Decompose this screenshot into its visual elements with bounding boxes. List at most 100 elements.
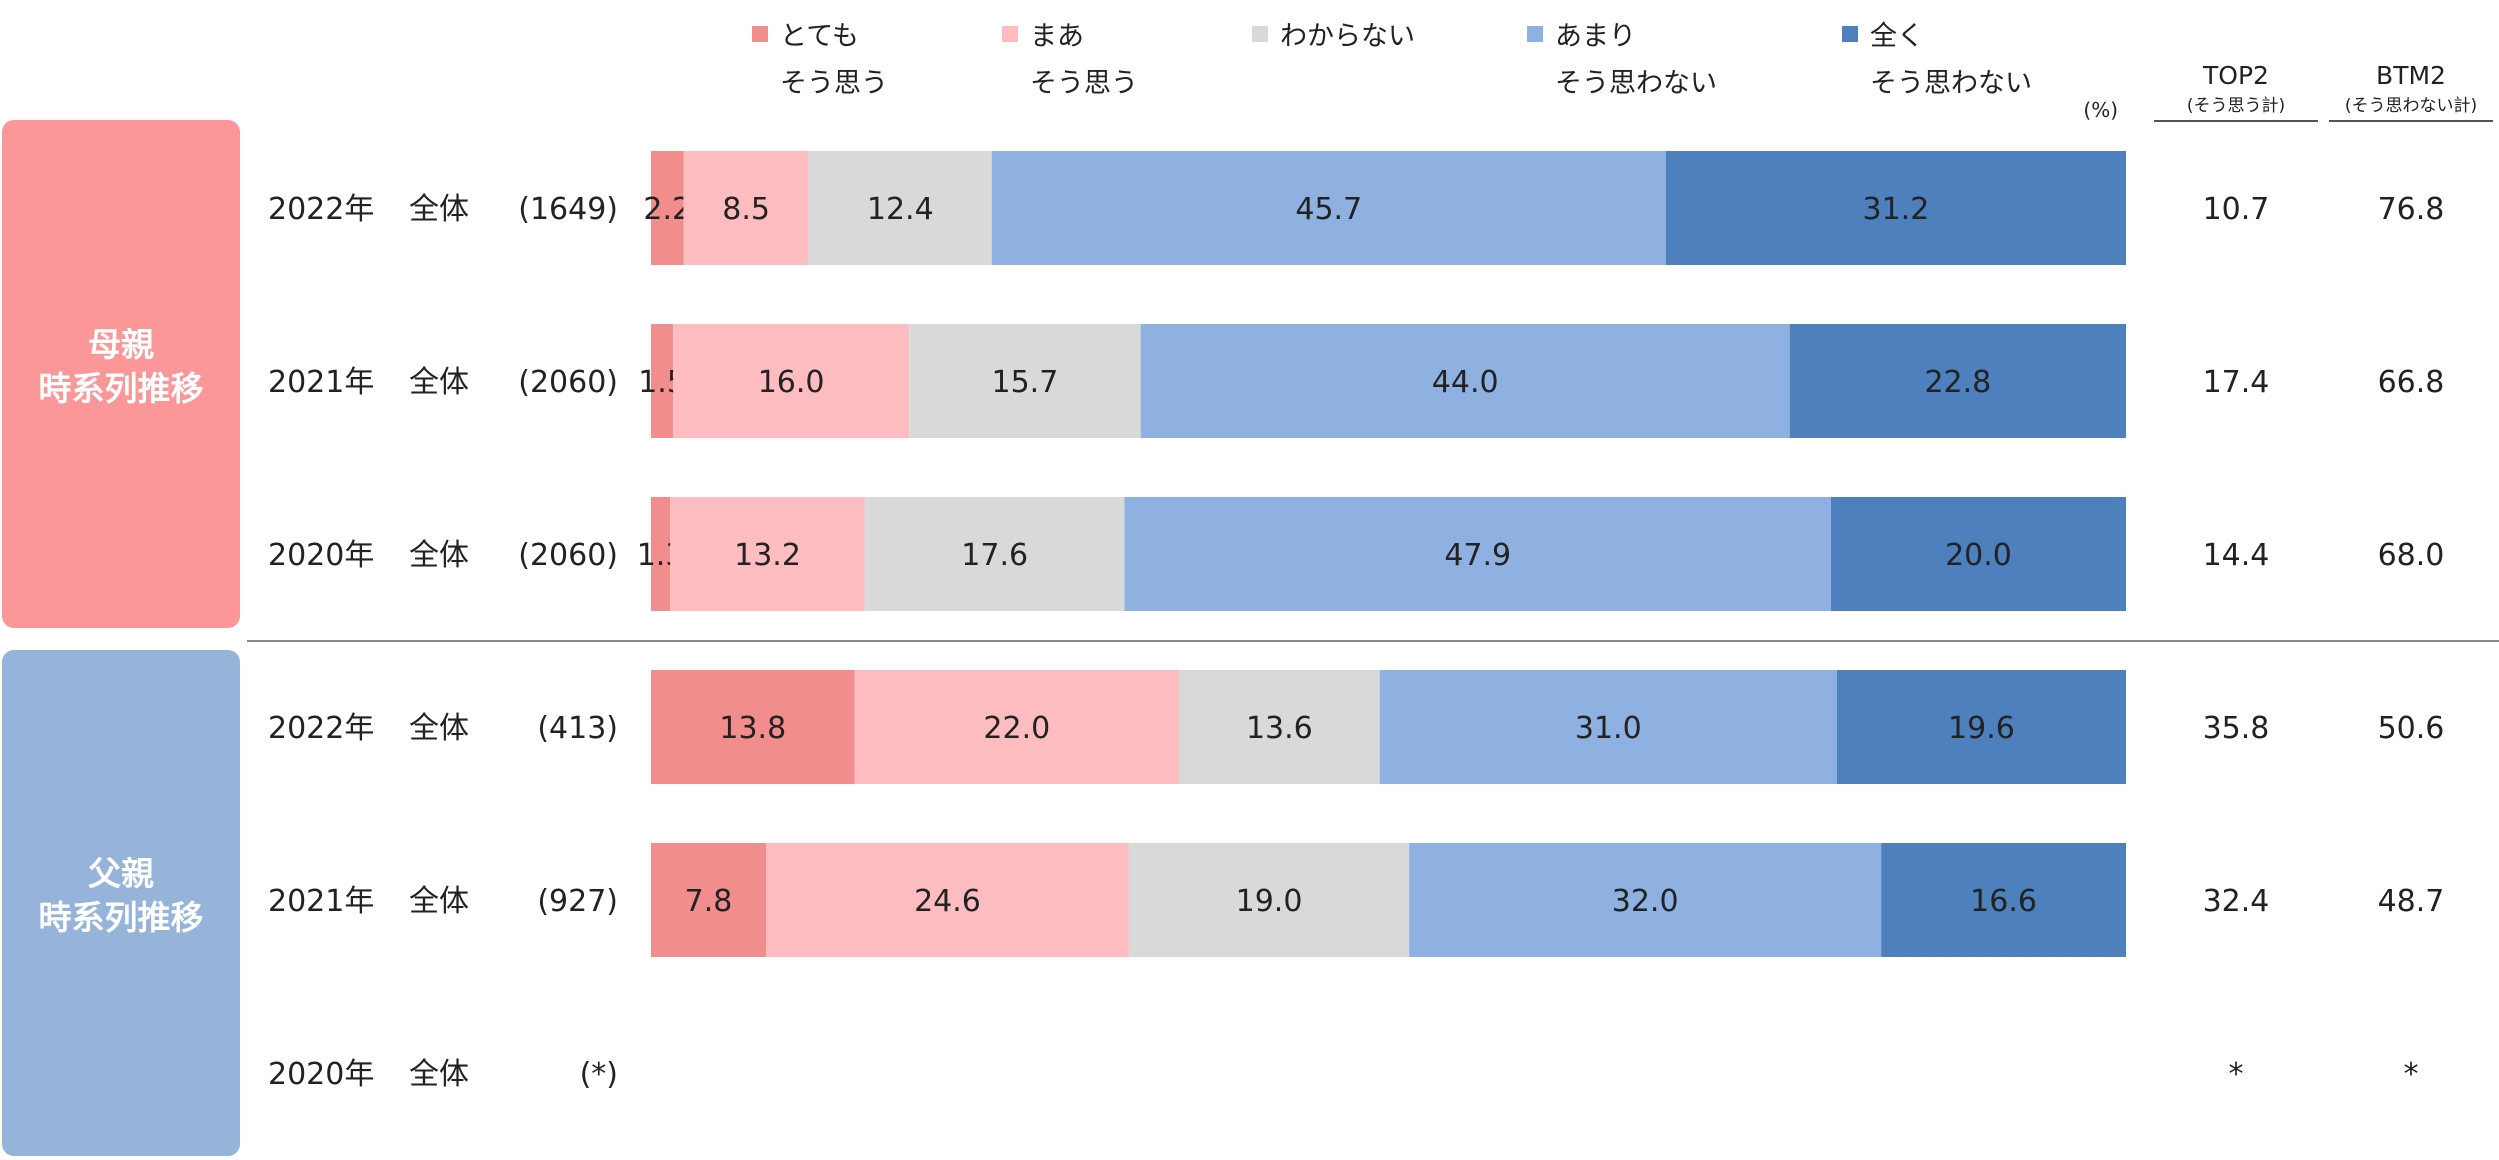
bar-segment-s5 — [1665, 151, 2126, 265]
summary-header-top2: TOP2 — [2202, 61, 2269, 90]
legend-label-5: 全く — [1870, 21, 1924, 52]
row-sample-size: (1649) — [518, 192, 618, 227]
bar-segment-s1 — [651, 324, 674, 438]
btm2-value: 50.6 — [2378, 711, 2445, 746]
group-label-line2: 時系列推移 — [39, 369, 204, 408]
legend-sublabel-2: そう思う — [1030, 68, 1138, 99]
bar-value-label: 12.4 — [867, 192, 934, 227]
bar-value-label: 7.8 — [685, 884, 733, 919]
row-segment: 全体 — [409, 711, 469, 746]
btm2-value: 66.8 — [2378, 365, 2445, 400]
bar-value-label: 16.6 — [1970, 884, 2037, 919]
bar-value-label: 19.0 — [1236, 884, 1303, 919]
bar-value-label: 13.2 — [734, 538, 801, 573]
row-sample-size: (2060) — [518, 365, 618, 400]
bar-value-label: 13.8 — [719, 711, 786, 746]
bar-segment-s3 — [1179, 670, 1380, 784]
bar-segment-s2 — [670, 497, 865, 611]
bar-value-label: 20.0 — [1945, 538, 2012, 573]
bar-segment-s1 — [651, 151, 684, 265]
legend-sublabel-5: そう思わない — [1870, 68, 2032, 99]
bar-value-label: 13.6 — [1246, 711, 1313, 746]
bar-value-label: 31.2 — [1863, 192, 1930, 227]
bar-segment-s1 — [651, 670, 855, 784]
bar-segment-s2 — [683, 151, 809, 265]
bar-segment-s3 — [909, 324, 1141, 438]
bar-value-label: 16.0 — [758, 365, 825, 400]
bar-value-label: 44.0 — [1432, 365, 1499, 400]
legend-label-1: とても — [780, 21, 859, 52]
row-year: 2022年 — [268, 711, 374, 746]
btm2-value: 48.7 — [2378, 884, 2445, 919]
group-label-line1: 父親 — [88, 854, 154, 893]
bar-value-label: 19.6 — [1948, 711, 2015, 746]
bar-segment-s4 — [1140, 324, 1790, 438]
row-sample-size: (*) — [580, 1057, 618, 1092]
bar-value-label: 24.6 — [914, 884, 981, 919]
legend-sublabel-1: そう思う — [780, 68, 888, 99]
legend-swatch-1 — [752, 26, 768, 42]
bar-value-label: 2.2 — [643, 192, 691, 227]
bar-segment-s4 — [1409, 843, 1882, 957]
bar-segment-s4 — [991, 151, 1666, 265]
unit-label: (%) — [2083, 98, 2118, 122]
bar-value-label: 47.9 — [1444, 538, 1511, 573]
bar-segment-s1 — [651, 497, 671, 611]
row-segment: 全体 — [409, 884, 469, 919]
legend-label-4: あまり — [1555, 21, 1636, 52]
bar-segment-s2 — [673, 324, 910, 438]
bar-segment-s1 — [651, 843, 767, 957]
top2-value: 10.7 — [2203, 192, 2270, 227]
row-segment: 全体 — [409, 1057, 469, 1092]
bar-segment-s2 — [766, 843, 1129, 957]
summary-subheader-top2: (そう思う計) — [2187, 96, 2285, 116]
top2-value: 14.4 — [2203, 538, 2270, 573]
bar-value-label: 45.7 — [1295, 192, 1362, 227]
bar-value-label: 8.5 — [722, 192, 770, 227]
legend-swatch-5 — [1842, 26, 1858, 42]
group-label-box-1 — [2, 120, 240, 628]
row-segment: 全体 — [409, 538, 469, 573]
legend-swatch-4 — [1527, 26, 1543, 42]
btm2-value: 76.8 — [2378, 192, 2445, 227]
bar-segment-s2 — [854, 670, 1180, 784]
group-label-line2: 時系列推移 — [39, 898, 204, 937]
bar-segment-s5 — [1881, 843, 2126, 957]
row-sample-size: (2060) — [518, 538, 618, 573]
summary-subheader-btm2: (そう思わない計) — [2345, 96, 2477, 116]
legend-swatch-3 — [1252, 26, 1268, 42]
bar-value-label: 32.0 — [1612, 884, 1679, 919]
top2-value: * — [2229, 1057, 2244, 1092]
row-year: 2021年 — [268, 365, 374, 400]
group-label-line1: 母親 — [88, 325, 154, 364]
row-year: 2021年 — [268, 884, 374, 919]
top2-value: 35.8 — [2203, 711, 2270, 746]
bar-segment-s5 — [1831, 497, 2126, 611]
legend-sublabel-4: そう思わない — [1555, 68, 1717, 99]
bar-segment-s4 — [1124, 497, 1831, 611]
top2-value: 32.4 — [2203, 884, 2270, 919]
bar-value-label: 22.0 — [983, 711, 1050, 746]
bar-value-label: 22.8 — [1924, 365, 1991, 400]
row-segment: 全体 — [409, 365, 469, 400]
legend-swatch-2 — [1002, 26, 1018, 42]
row-sample-size: (413) — [537, 711, 618, 746]
bar-segment-s3 — [808, 151, 992, 265]
legend-label-3: わからない — [1280, 21, 1415, 52]
row-year: 2020年 — [268, 1057, 374, 1092]
bar-segment-s3 — [864, 497, 1125, 611]
group-label-box-2 — [2, 650, 240, 1156]
bar-segment-s5 — [1789, 324, 2126, 438]
btm2-value: 68.0 — [2378, 538, 2445, 573]
bar-segment-s3 — [1128, 843, 1410, 957]
legend-label-2: まあ — [1030, 21, 1084, 52]
bar-segment-s5 — [1836, 670, 2126, 784]
row-year: 2020年 — [268, 538, 374, 573]
bar-segment-s4 — [1379, 670, 1837, 784]
bar-value-label: 15.7 — [992, 365, 1059, 400]
bar-value-label: 17.6 — [961, 538, 1028, 573]
summary-header-btm2: BTM2 — [2376, 61, 2446, 90]
row-segment: 全体 — [409, 192, 469, 227]
bar-value-label: 31.0 — [1575, 711, 1642, 746]
